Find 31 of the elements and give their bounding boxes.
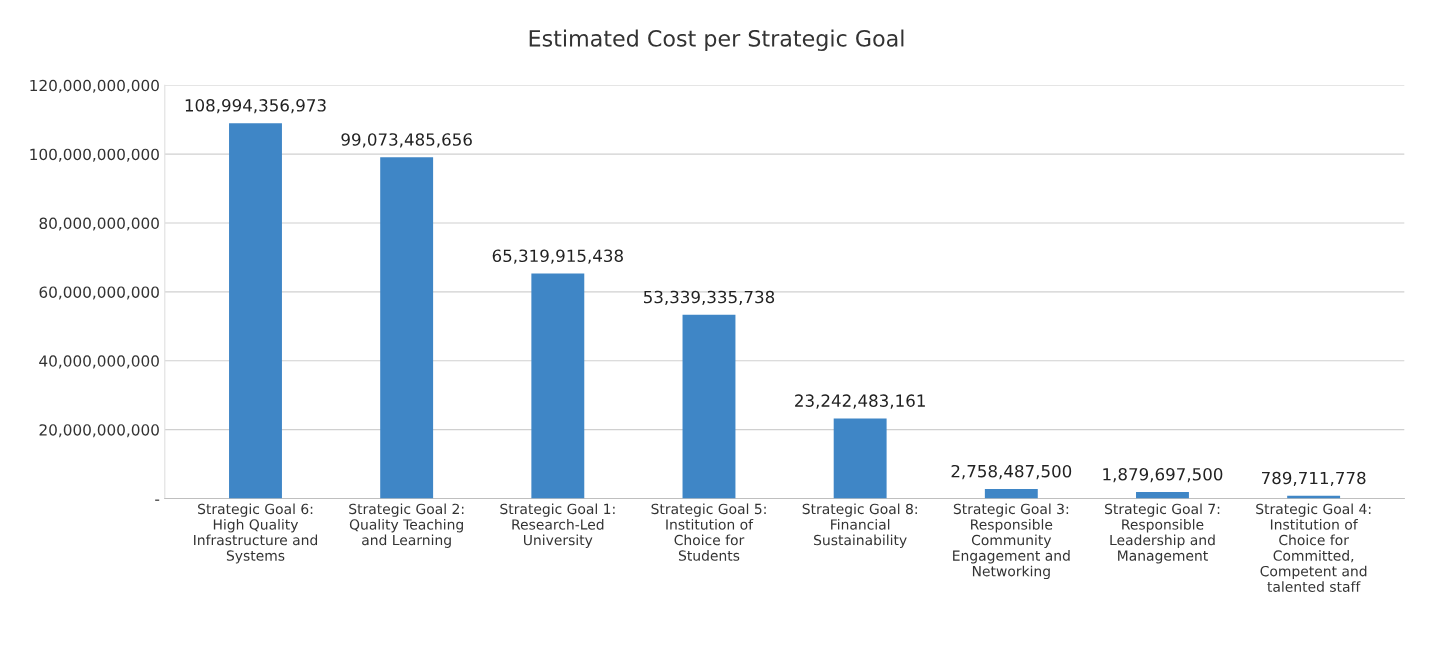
y-tick-label: 120,000,000,000 (30, 79, 159, 93)
x-tick-label: Strategic Goal 7: Responsible Leadership and Management (1105, 503, 1220, 564)
y-tick-label: 60,000,000,000 (39, 286, 159, 300)
x-tick-label: Strategic Goal 4: Institution of Choice for Committed, Competent and talented staff (1256, 503, 1371, 592)
y-tick-label: - (155, 499, 160, 501)
bar (1136, 492, 1189, 499)
x-tick-label: Strategic Goal 6: High Quality Infrastructure and Systems (194, 503, 318, 564)
y-tick-label: 100,000,000,000 (30, 148, 159, 162)
data-label: 2,758,487,500 (951, 464, 1072, 480)
data-label: 23,242,483,161 (795, 394, 925, 409)
bar (984, 489, 1038, 499)
chart-title: Estimated Cost per Strategic Goal (529, 29, 904, 52)
x-tick-label: Strategic Goal 1: Research-Led University (500, 503, 615, 548)
data-label: 108,994,356,973 (185, 99, 326, 114)
y-tick-label: 20,000,000,000 (39, 424, 159, 438)
y-tick-label: 40,000,000,000 (39, 355, 159, 369)
data-label: 789,711,778 (1261, 471, 1366, 486)
data-label: 99,073,485,656 (341, 133, 472, 148)
y-tick-label: 80,000,000,000 (39, 217, 159, 231)
bar (833, 418, 887, 499)
data-label: 65,319,915,438 (492, 249, 623, 264)
x-tick-label: Strategic Goal 8: Financial Sustainability (802, 503, 917, 548)
x-tick-label: Strategic Goal 3: Responsible Community Engagement and Networking (953, 503, 1070, 580)
bar (380, 157, 434, 499)
x-tick-label: Strategic Goal 2: Quality Teaching and Learning (349, 503, 464, 548)
bar (682, 314, 736, 499)
bar (531, 273, 585, 499)
data-label: 53,339,335,738 (644, 290, 775, 305)
data-label: 1,879,697,500 (1103, 467, 1223, 483)
x-tick-label: Strategic Goal 5: Institution of Choice for Students (651, 503, 766, 561)
bar (229, 123, 282, 499)
